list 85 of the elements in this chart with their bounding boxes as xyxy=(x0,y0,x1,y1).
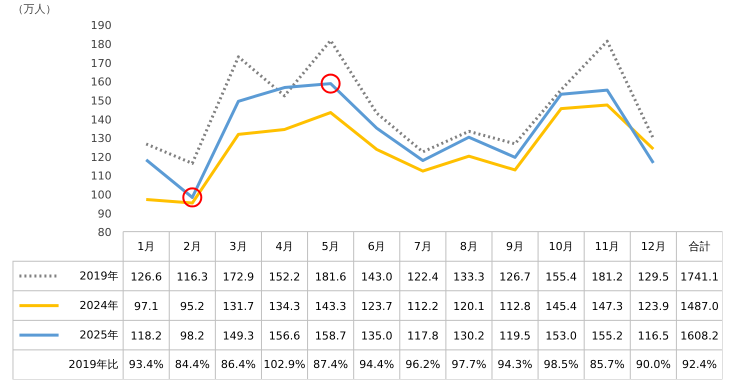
data-label: 143.3 xyxy=(314,300,346,314)
data-label: 112.8 xyxy=(499,300,531,314)
y-tick-label: 90 xyxy=(98,207,112,220)
y-tick-label: 120 xyxy=(90,150,112,164)
y-tick-label: 150 xyxy=(90,94,112,108)
data-label: 145.4 xyxy=(545,300,577,314)
data-label: 112.2 xyxy=(407,300,439,314)
data-label: 98.2 xyxy=(180,330,205,343)
data-label: 123.9 xyxy=(638,300,670,314)
line-series xyxy=(144,38,655,165)
data-label: 119.5 xyxy=(499,330,531,343)
data-label: 134.3 xyxy=(268,300,300,314)
x-tick-label: 3月 xyxy=(229,240,248,253)
text: 87.4% xyxy=(313,358,348,372)
line-series xyxy=(144,82,655,199)
data-label: 126.7 xyxy=(499,270,531,284)
data-label: 126.6 xyxy=(130,270,162,284)
line-series xyxy=(144,104,655,205)
text: 93.4% xyxy=(128,358,164,372)
text: 85.7% xyxy=(590,358,625,372)
data-label: 116.3 xyxy=(176,270,208,284)
y-tick-label: 140 xyxy=(90,113,112,126)
data-label: 117.8 xyxy=(407,330,439,343)
text: 94.3% xyxy=(498,358,533,372)
text: 98.5% xyxy=(544,358,579,372)
data-label: 122.4 xyxy=(407,270,439,284)
data-label: 152.2 xyxy=(268,270,300,284)
y-axis-title: （万人） xyxy=(12,2,56,16)
legend-label: 2025年 xyxy=(80,328,119,342)
data-label: 118.2 xyxy=(130,330,162,343)
text: 84.4% xyxy=(174,358,210,372)
x-tick-label: 10月 xyxy=(548,240,574,253)
text: 1741.1 xyxy=(680,270,719,284)
y-tick-label: 180 xyxy=(90,38,112,51)
x-tick-label: 4月 xyxy=(276,240,294,253)
y-tick-label: 130 xyxy=(90,132,112,146)
data-label: 143.0 xyxy=(360,270,392,284)
text: 86.4% xyxy=(220,358,256,372)
x-tick-label: 12月 xyxy=(640,240,666,253)
data-label: 172.9 xyxy=(222,270,254,284)
text: 97.7% xyxy=(451,358,486,372)
legend-label: 2019年 xyxy=(80,270,119,283)
x-tick-label: 11月 xyxy=(594,240,620,253)
data-label: 156.6 xyxy=(268,330,300,343)
y-tick-label: 110 xyxy=(90,170,112,183)
y-tick-label: 80 xyxy=(98,226,112,240)
data-label: 181.2 xyxy=(591,270,623,284)
y-tick-label: 190 xyxy=(90,19,112,32)
y-tick-label: 100 xyxy=(90,188,112,202)
data-label: 149.3 xyxy=(222,330,254,343)
x-tick-label: 8月 xyxy=(460,240,478,253)
text: 1487.0 xyxy=(680,300,719,314)
y-tick-label: 170 xyxy=(90,56,112,70)
data-label: 133.3 xyxy=(453,270,485,284)
x-tick-label: 9月 xyxy=(506,240,524,253)
x-tick-label: 1月 xyxy=(137,240,156,253)
data-label: 181.6 xyxy=(314,270,346,284)
text: 1608.2 xyxy=(680,330,719,343)
data-label: 116.5 xyxy=(638,330,670,343)
data-label: 155.2 xyxy=(591,330,623,343)
data-label: 135.0 xyxy=(360,330,392,343)
x-tick-label: 合計 xyxy=(688,240,710,253)
x-tick-label: 2月 xyxy=(183,240,202,253)
text: 94.4% xyxy=(359,358,394,372)
data-label: 131.7 xyxy=(222,300,254,314)
legend-label: 2024年 xyxy=(80,299,119,312)
data-label: 97.1 xyxy=(134,300,158,314)
text: 90.0% xyxy=(636,358,671,372)
text: 102.9% xyxy=(264,358,306,372)
data-label: 158.7 xyxy=(314,330,346,343)
x-tick-label: 6月 xyxy=(368,240,386,253)
x-tick-label: 5月 xyxy=(322,240,340,253)
text: 2019年比 xyxy=(68,358,119,372)
data-label: 153.0 xyxy=(545,330,577,343)
data-label: 155.4 xyxy=(545,270,577,284)
data-label: 123.7 xyxy=(360,300,392,314)
data-label: 147.3 xyxy=(591,300,623,314)
x-tick-label: 7月 xyxy=(414,240,432,253)
data-label: 95.2 xyxy=(180,300,205,314)
data-label: 130.2 xyxy=(453,330,485,343)
text: 92.4% xyxy=(682,358,717,372)
text: 96.2% xyxy=(405,358,440,372)
data-label: 120.1 xyxy=(453,300,485,314)
data-label: 129.5 xyxy=(638,270,670,284)
y-tick-label: 160 xyxy=(90,76,112,89)
